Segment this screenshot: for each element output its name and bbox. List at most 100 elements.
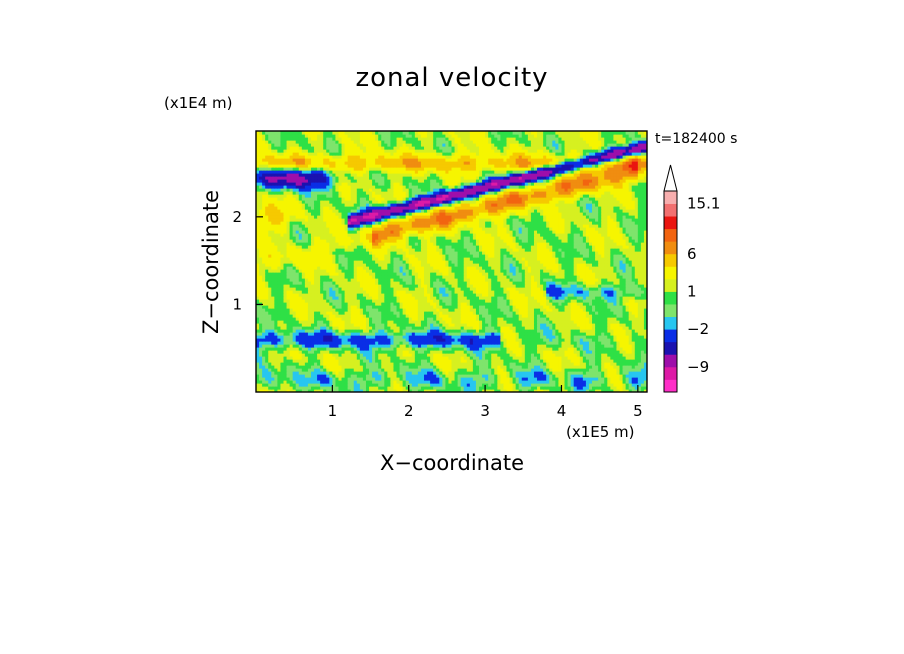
field-cell: [537, 389, 541, 392]
field-cell: [527, 347, 532, 351]
field-cell: [613, 386, 618, 390]
field-cell: [518, 389, 523, 392]
field-cell: [451, 383, 456, 387]
field-cell: [329, 353, 333, 357]
field-cell: [329, 350, 333, 354]
field-cell: [576, 374, 581, 378]
field-cell: [533, 374, 538, 378]
field-cell: [582, 380, 587, 384]
field-cell: [631, 377, 636, 381]
field-cell: [259, 362, 263, 366]
field-cell: [384, 347, 388, 351]
field-cell: [555, 350, 560, 354]
field-cell: [414, 359, 419, 363]
field-cell: [265, 362, 269, 366]
field-cell: [466, 365, 471, 369]
field-cell: [314, 362, 318, 366]
field-cell: [613, 383, 618, 387]
field-cell: [482, 383, 486, 387]
field-cell: [463, 380, 468, 384]
field-cell: [518, 350, 523, 354]
field-cell: [506, 362, 511, 366]
field-cell: [561, 368, 566, 372]
field-cell: [478, 380, 483, 384]
field-cell: [329, 365, 333, 369]
field-cell: [561, 359, 566, 363]
field-cell: [323, 386, 327, 390]
field-cell: [607, 353, 611, 357]
field-cell: [637, 389, 642, 392]
field-cell: [488, 359, 492, 363]
field-cell: [503, 386, 508, 390]
field-cell: [643, 365, 647, 369]
field-cell: [567, 347, 572, 351]
field-cell: [503, 359, 508, 363]
field-cell: [564, 362, 569, 366]
field-cell: [533, 380, 538, 384]
field-cell: [396, 350, 401, 354]
field-cell: [543, 374, 547, 378]
field-cell: [485, 389, 489, 392]
field-cell: [640, 341, 645, 345]
field-cell: [433, 386, 437, 390]
field-cell: [304, 347, 309, 351]
field-cell: [527, 380, 532, 384]
field-cell: [475, 347, 480, 351]
field-cell: [375, 389, 379, 392]
field-cell: [433, 371, 437, 375]
field-cell: [274, 362, 278, 366]
field-cell: [640, 350, 645, 354]
field-cell: [387, 347, 391, 351]
field-cell: [277, 386, 282, 390]
field-cell: [310, 350, 315, 354]
field-cell: [427, 365, 431, 369]
field-cell: [598, 386, 602, 390]
field-cell: [619, 338, 624, 342]
field-cell: [637, 362, 642, 366]
field-cell: [460, 353, 465, 357]
field-cell: [338, 368, 343, 372]
field-cell: [310, 338, 315, 342]
field-cell: [292, 380, 297, 384]
field-cell: [533, 359, 538, 363]
field-cell: [317, 344, 321, 348]
field-cell: [573, 380, 578, 384]
field-cell: [381, 341, 385, 345]
field-cell: [265, 353, 269, 357]
field-cell: [420, 353, 425, 357]
field-cell: [573, 365, 578, 369]
field-cell: [256, 347, 260, 351]
field-cell: [515, 371, 520, 375]
field-cell: [283, 359, 288, 363]
field-cell: [369, 356, 373, 360]
field-cell: [506, 365, 511, 369]
field-cell: [262, 371, 266, 375]
field-cell: [579, 368, 584, 372]
field-cell: [475, 341, 480, 345]
field-cell: [424, 374, 428, 378]
field-cell: [335, 377, 340, 381]
field-cell: [521, 371, 526, 375]
field-cell: [457, 383, 462, 387]
field-cell: [466, 383, 471, 387]
field-cell: [289, 380, 294, 384]
field-cell: [482, 389, 486, 392]
field-cell: [427, 389, 431, 392]
field-cell: [533, 386, 538, 390]
field-cell: [601, 374, 605, 378]
field-cell: [372, 350, 376, 354]
field-cell: [637, 353, 642, 357]
field-cell: [540, 344, 544, 348]
field-cell: [280, 347, 285, 351]
field-cell: [298, 362, 303, 366]
field-cell: [262, 389, 266, 392]
field-cell: [420, 344, 425, 348]
field-cell: [274, 365, 278, 369]
field-cell: [469, 344, 474, 348]
field-cell: [295, 338, 300, 342]
field-cell: [466, 350, 471, 354]
field-cell: [540, 362, 544, 366]
field-cell: [500, 368, 505, 372]
field-cell: [356, 350, 361, 354]
field-cell: [613, 365, 618, 369]
